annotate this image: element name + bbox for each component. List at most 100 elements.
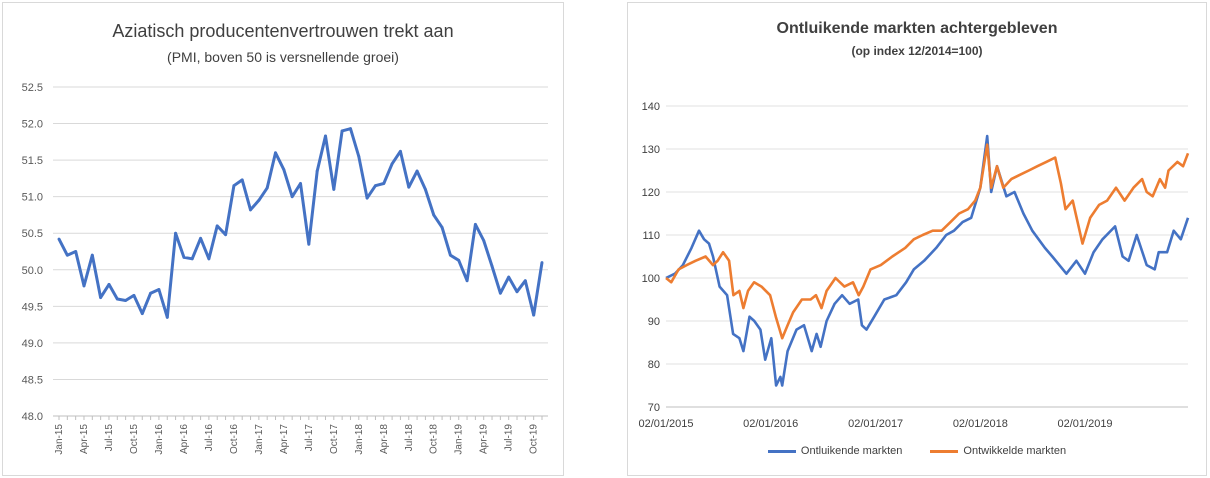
data-point: [540, 261, 544, 264]
x-tick-label: Jan-17: [254, 424, 265, 455]
x-tick-label: 02/01/2016: [743, 418, 798, 430]
x-tick-label: Oct-18: [429, 424, 440, 454]
data-point: [199, 236, 202, 240]
data-point: [157, 288, 161, 291]
data-point: [498, 291, 502, 295]
data-point: [490, 264, 494, 268]
x-tick-label: Jan-18: [354, 424, 365, 455]
data-point: [165, 315, 169, 319]
y-tick-label: 48.0: [22, 411, 43, 423]
chart-subtitle: (PMI, boven 50 is versnellende groei): [167, 49, 399, 65]
legend-swatch: [767, 449, 796, 453]
data-point: [182, 255, 186, 259]
data-point: [299, 182, 302, 185]
x-tick-label: Oct-17: [329, 424, 340, 454]
series-line-developed-markets: [665, 143, 1190, 340]
legend-label: Ontluikende markten: [800, 445, 903, 457]
chart-title: Ontluikende markten achtergebleven: [776, 20, 1058, 37]
y-tick-label: 100: [642, 273, 660, 285]
x-tick-label: Oct-15: [129, 424, 140, 454]
pmi-chart-panel: Aziatisch producentenvertrouwen trekt aa…: [2, 2, 564, 476]
y-tick-label: 130: [642, 144, 660, 156]
y-tick-label: 90: [648, 316, 660, 328]
x-tick-label: Oct-16: [229, 424, 240, 454]
x-tick-label: Jul-16: [204, 424, 215, 452]
x-tick-label: 02/01/2018: [953, 418, 1008, 430]
chart-legend: Ontluikende markten Ontwikkelde markten: [628, 445, 1206, 457]
data-point: [424, 187, 427, 191]
data-point: [324, 134, 327, 138]
x-tick-label: Jan-19: [454, 424, 465, 455]
data-point: [190, 257, 194, 261]
y-tick-label: 80: [648, 359, 660, 371]
y-tick-label: 140: [642, 101, 660, 113]
legend-swatch: [930, 449, 959, 453]
x-tick-label: Jul-15: [104, 424, 115, 452]
data-point: [232, 184, 236, 188]
x-tick-label: Jan-15: [54, 424, 65, 455]
data-point: [257, 198, 261, 202]
x-tick-label: 02/01/2015: [638, 418, 693, 430]
data-point: [382, 182, 386, 185]
x-tick-label: 02/01/2019: [1058, 418, 1113, 430]
data-point: [274, 151, 277, 155]
y-tick-label: 52.0: [22, 119, 43, 131]
data-point: [523, 279, 527, 283]
x-tick-label: Apr-16: [179, 424, 190, 454]
data-point: [307, 242, 311, 246]
y-tick-label: 50.5: [22, 228, 43, 240]
data-point: [374, 184, 377, 188]
y-tick-label: 49.5: [22, 301, 43, 313]
data-point: [515, 290, 519, 294]
data-point: [265, 186, 269, 190]
data-point: [107, 283, 111, 286]
data-point: [390, 162, 394, 166]
markets-line-chart: 70 80 90 100 110 120 130 140 02/01/2015 02/01/201…: [638, 101, 1190, 430]
x-tick-label: Jul-18: [404, 424, 415, 452]
y-tick-label: 120: [642, 187, 660, 199]
legend-item: Ontwikkelde markten: [930, 445, 1066, 457]
pmi-line-chart: 48.0 48.5 49.0 49.5 50.0 50.5 51.0 51.5 52.0 52.5…: [22, 82, 548, 455]
data-point: [215, 224, 219, 228]
data-point: [57, 237, 61, 241]
legend-item: Ontluikende markten: [767, 445, 903, 457]
x-tick-label: Apr-19: [479, 424, 490, 454]
data-point: [407, 185, 411, 189]
y-tick-label: 49.0: [22, 338, 43, 350]
data-point: [448, 253, 452, 257]
data-point: [440, 225, 444, 229]
data-point: [473, 223, 477, 226]
data-point: [349, 127, 352, 131]
data-point: [532, 313, 536, 317]
x-tick-label: Apr-17: [279, 424, 290, 454]
data-point: [399, 149, 402, 153]
data-point: [149, 291, 153, 295]
x-tick-label: Apr-15: [79, 424, 90, 454]
data-point: [415, 169, 419, 173]
data-point: [65, 253, 69, 257]
chart-title: Aziatisch producentenvertrouwen trekt aa…: [112, 21, 454, 41]
series-line-emerging-markets: [665, 134, 1190, 387]
data-point: [315, 169, 319, 173]
data-point: [340, 129, 344, 133]
y-tick-label: 110: [642, 230, 660, 242]
data-point: [482, 239, 486, 242]
data-point: [115, 297, 119, 301]
data-point: [124, 299, 128, 302]
data-point: [224, 233, 227, 237]
data-point: [207, 257, 211, 261]
data-point: [457, 258, 461, 262]
data-point: [332, 187, 336, 191]
y-tick-label: 50.0: [22, 265, 43, 277]
data-point: [174, 231, 177, 235]
data-point: [357, 155, 361, 158]
data-point: [249, 208, 252, 212]
data-point: [465, 279, 469, 283]
data-point: [99, 296, 103, 299]
data-point: [507, 275, 511, 279]
y-tick-label: 48.5: [22, 374, 43, 386]
x-tick-label: Jul-19: [504, 424, 515, 452]
data-point: [290, 195, 294, 199]
x-tick-label: Jan-16: [154, 424, 165, 455]
x-tick-label: Jul-17: [304, 424, 315, 452]
